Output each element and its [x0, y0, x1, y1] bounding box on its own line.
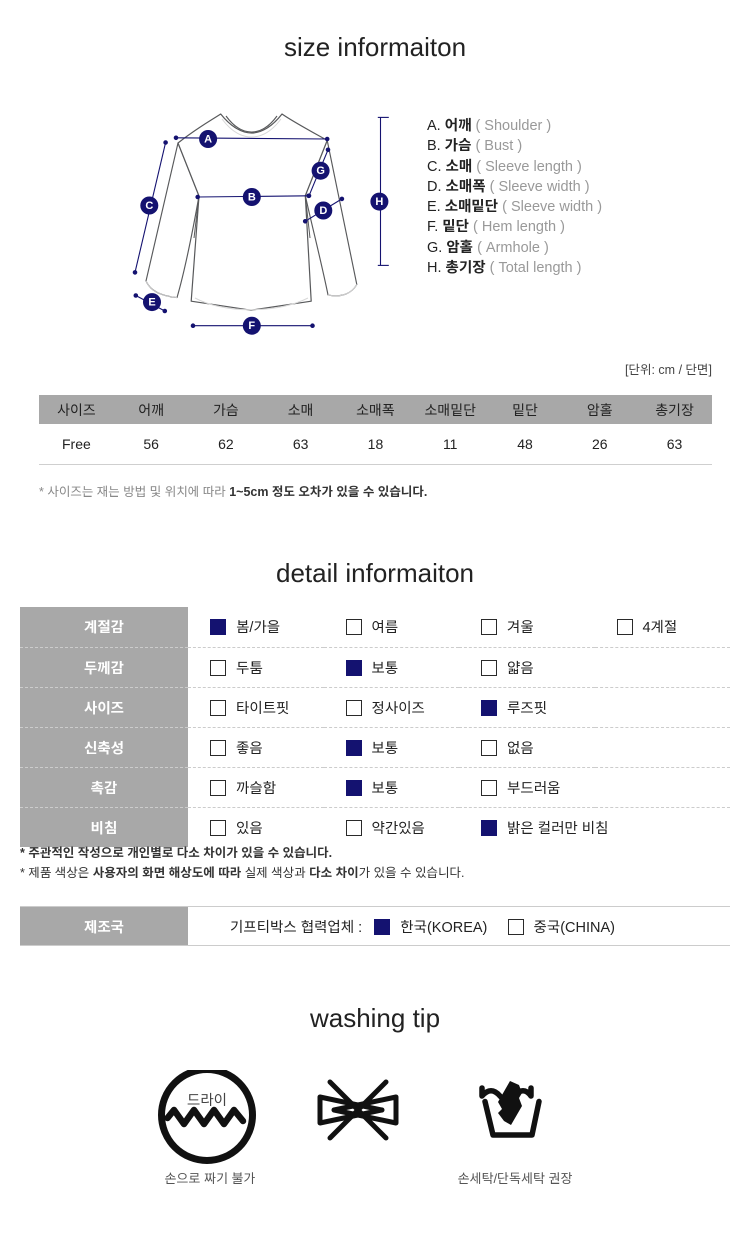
svg-text:F: F	[248, 320, 255, 332]
svg-text:B: B	[248, 192, 256, 204]
svg-text:D: D	[319, 205, 327, 217]
svg-text:H: H	[375, 196, 383, 208]
svg-text:G: G	[316, 165, 325, 177]
svg-text:A: A	[204, 134, 212, 146]
svg-text:E: E	[148, 297, 155, 309]
svg-text:C: C	[145, 200, 153, 212]
svg-text:드라이: 드라이	[187, 1089, 227, 1110]
